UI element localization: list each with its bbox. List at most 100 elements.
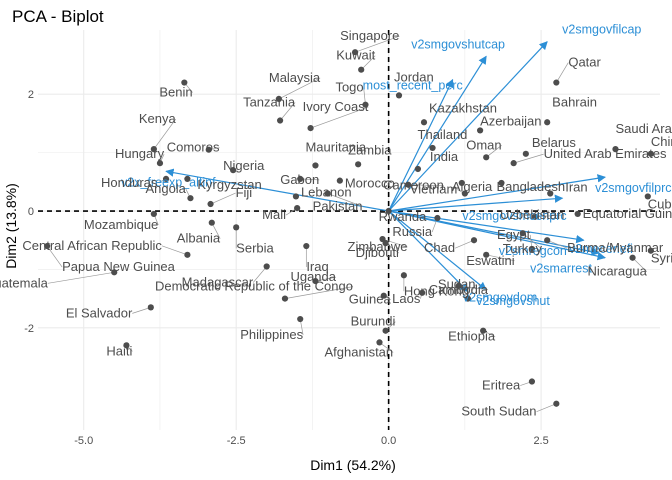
country-label: Bangladesh	[496, 179, 565, 194]
label-leader-line	[153, 118, 177, 150]
label-leader-line	[327, 193, 363, 207]
country-point	[230, 167, 237, 174]
country-label: Cambodia	[429, 282, 489, 297]
variable-arrow-label: v2x_freexp_altinf	[121, 175, 216, 189]
country-point	[147, 304, 154, 311]
variable-arrow-label: v2smarrest	[530, 262, 592, 276]
variable-arrow-label: v2smgovsmcenprc	[462, 209, 566, 223]
country-label: South Sudan	[461, 404, 536, 419]
label-leader-line	[360, 55, 376, 70]
country-point	[276, 117, 284, 124]
country-label: Mauritania	[305, 139, 366, 154]
chart-title: PCA - Biplot	[12, 7, 104, 26]
country-point	[187, 195, 194, 202]
country-point	[307, 125, 314, 132]
label-leader-line	[300, 178, 320, 181]
country-point	[303, 242, 310, 250]
point-layer	[44, 35, 654, 413]
country-point	[458, 179, 465, 187]
label-leader-line	[556, 62, 569, 83]
country-label: Zambia	[348, 142, 392, 157]
country-label: Eritrea	[482, 378, 521, 393]
country-label: Uzbekistan	[500, 207, 564, 222]
variable-arrow-label: v2smgovfilprc	[595, 181, 671, 195]
country-point	[275, 95, 282, 103]
axis-layer: -5.0 -2.5 0.0 2.5 -2 0 2	[24, 30, 660, 447]
country-point	[336, 177, 343, 184]
label-leader-line	[278, 77, 321, 100]
country-label: China	[651, 134, 672, 149]
label-leader-line	[315, 276, 337, 282]
country-point	[382, 327, 389, 334]
country-label: United Arab Emirates	[544, 146, 667, 161]
country-label: Albania	[177, 231, 221, 246]
country-point	[461, 190, 468, 197]
x-axis-label: Dim1 (54.2%)	[310, 457, 396, 473]
country-point	[647, 150, 654, 157]
y-axis-label: Dim2 (13.8%)	[3, 183, 19, 269]
country-point	[522, 150, 529, 157]
country-label: Serbia	[236, 240, 274, 255]
variable-arrow	[165, 168, 389, 212]
y-tick-label: 2	[28, 89, 34, 101]
variable-arrow-label: v2smgovdom	[463, 291, 537, 305]
country-point	[553, 79, 560, 86]
country-label: Burma/Myanmar	[567, 240, 664, 255]
label-leader-line	[408, 184, 444, 187]
y-tick-label: -2	[24, 323, 34, 335]
country-point	[519, 230, 526, 237]
label-leader-line	[46, 245, 63, 268]
country-label: Central African Republic	[22, 238, 162, 253]
label-leader-line	[252, 266, 267, 283]
country-label: Bahrain	[552, 94, 597, 109]
country-point	[647, 247, 654, 254]
country-point	[181, 79, 188, 86]
country-label: Guinea	[349, 292, 392, 307]
country-label: Lebanon	[301, 184, 352, 199]
country-label: Iran	[565, 180, 587, 195]
country-label: Laos	[392, 291, 421, 306]
country-point	[358, 66, 365, 73]
x-tick-label: -2.5	[227, 435, 246, 447]
country-point	[184, 175, 191, 183]
country-label: Qatar	[568, 55, 601, 70]
country-label: Ivory Coast	[303, 99, 369, 114]
country-point	[207, 200, 214, 208]
arrow-layer	[165, 41, 606, 293]
country-point	[480, 327, 487, 334]
x-tick-label: -5.0	[74, 435, 93, 447]
label-leader-line	[210, 192, 236, 205]
country-point	[376, 339, 383, 346]
country-point	[470, 237, 478, 244]
label-leader-line	[161, 245, 188, 256]
country-label: Singapore	[340, 28, 399, 43]
country-point	[419, 289, 426, 296]
variable-arrow	[388, 78, 454, 212]
country-label: Nicaragua	[588, 264, 648, 279]
country-label: Equatorial Guinea	[583, 206, 672, 221]
variable-arrow-label: v2smregcon	[499, 244, 567, 258]
country-label: Afghanistan	[324, 344, 393, 359]
country-label: India	[430, 149, 459, 164]
label-leader-line	[47, 271, 115, 284]
country-label: Kenya	[139, 111, 177, 126]
country-label: Haiti	[106, 343, 132, 358]
variable-arrow	[388, 194, 564, 212]
country-point	[294, 205, 301, 212]
label-leader-line	[310, 106, 369, 129]
country-point	[123, 342, 130, 349]
country-point	[629, 254, 636, 261]
country-point	[434, 214, 441, 222]
label-leader-line	[354, 35, 400, 53]
country-label: Russia	[392, 224, 433, 239]
country-label: Kuwait	[336, 48, 375, 63]
country-point	[528, 245, 536, 253]
country-point	[544, 237, 551, 244]
country-label: Chad	[424, 240, 455, 255]
country-label: Kyrgyzstan	[197, 177, 261, 192]
country-label: Cameroon	[383, 178, 444, 193]
variable-arrow	[388, 210, 600, 256]
country-point	[510, 160, 517, 167]
variable-arrow	[388, 210, 487, 291]
country-point	[395, 92, 403, 99]
